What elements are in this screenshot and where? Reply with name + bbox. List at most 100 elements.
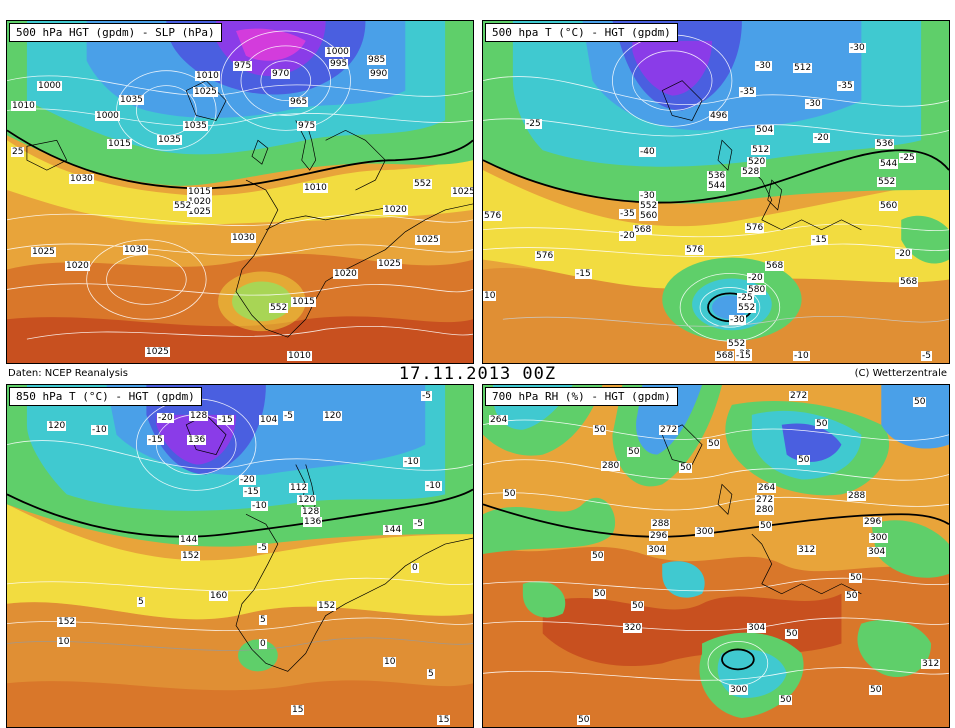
- contour-label: 50: [679, 463, 693, 473]
- contour-label: 552: [639, 201, 659, 211]
- contour-label: -20: [747, 273, 764, 283]
- contour-label: -10: [91, 425, 108, 435]
- contour-label: 50: [913, 397, 927, 407]
- contour-label: 1000: [37, 81, 62, 91]
- contour-label: 128: [301, 507, 321, 517]
- contour-label: 272: [659, 425, 679, 435]
- contour-label: 560: [639, 211, 659, 221]
- contour-label: 300: [869, 533, 889, 543]
- contour-label: 50: [779, 695, 793, 705]
- contour-label: -5: [421, 391, 432, 401]
- contour-label: 50: [627, 447, 641, 457]
- valid-date-label: 17.11.2013 00Z: [398, 364, 557, 384]
- contour-label: 544: [879, 159, 899, 169]
- contour-label: 576: [685, 245, 705, 255]
- map-panel-t500: 500 hpa T (°C) - HGT (gpdm) -30 512 -30 -35…: [482, 20, 950, 364]
- contour-label: 568: [899, 277, 919, 287]
- contour-label: 990: [369, 69, 389, 79]
- contour-label: 50: [869, 685, 883, 695]
- contour-label: -15: [147, 435, 164, 445]
- contour-label: 5: [427, 669, 435, 679]
- contour-label: 580: [747, 285, 767, 295]
- contour-label: 568: [765, 261, 785, 271]
- contour-label: 50: [797, 455, 811, 465]
- contour-label: -30: [805, 99, 822, 109]
- contour-label: 1025: [187, 207, 212, 217]
- contour-label: 1020: [65, 261, 90, 271]
- contour-label: 128: [189, 411, 209, 421]
- map-panel-t850: 850 hPa T (°C) - HGT (gpdm) -20 128 -15 104…: [6, 384, 474, 728]
- contour-label: -5: [413, 519, 424, 529]
- contour-label: 1015: [187, 187, 212, 197]
- contour-label: -20: [239, 475, 256, 485]
- contour-label: -25: [525, 119, 542, 129]
- contour-label: 152: [181, 551, 201, 561]
- contour-label: 1020: [383, 205, 408, 215]
- contour-label: -15: [243, 487, 260, 497]
- contour-label: 152: [57, 617, 77, 627]
- contour-label: -20: [157, 413, 174, 423]
- contour-label: 1020: [333, 269, 358, 279]
- contour-label: 552: [269, 303, 289, 313]
- contour-label: 50: [785, 629, 799, 639]
- contour-label: 50: [815, 419, 829, 429]
- contour-label: 1010: [287, 351, 312, 361]
- contour-label: -30: [755, 61, 772, 71]
- contour-label: 1030: [123, 245, 148, 255]
- contour-label: 1035: [119, 95, 144, 105]
- contour-label: 965: [289, 97, 309, 107]
- contour-label: 50: [759, 521, 773, 531]
- contour-label: 1035: [183, 121, 208, 131]
- contour-label: 5: [137, 597, 145, 607]
- contour-label: 120: [47, 421, 67, 431]
- contour-label: 975: [233, 61, 253, 71]
- contour-label: 1030: [69, 174, 94, 184]
- contour-label: -20: [895, 249, 912, 259]
- contour-label: 1000: [95, 111, 120, 121]
- contour-label: -35: [739, 87, 756, 97]
- panel-title: 500 hpa T (°C) - HGT (gpdm): [485, 23, 678, 42]
- contour-label: -40: [639, 147, 656, 157]
- contour-label: 304: [647, 545, 667, 555]
- contour-label: 1025: [415, 235, 440, 245]
- contour-label: 1015: [291, 297, 316, 307]
- panel-title: 850 hPa T (°C) - HGT (gpdm): [9, 387, 202, 406]
- contour-label: 504: [755, 125, 775, 135]
- contour-label: 136: [303, 517, 323, 527]
- contour-label: 970: [271, 69, 291, 79]
- contour-label: 10: [57, 637, 71, 647]
- contour-label: 50: [631, 601, 645, 611]
- contour-label: 144: [383, 525, 403, 535]
- contour-label: 272: [755, 495, 775, 505]
- contour-label: 512: [793, 63, 813, 73]
- contour-label: 1025: [145, 347, 170, 357]
- contour-label: -15: [811, 235, 828, 245]
- contour-label: 1025: [377, 259, 402, 269]
- contour-label: 50: [845, 591, 859, 601]
- caption-row: Daten: NCEP Reanalysis 17.11.2013 00Z (C…: [0, 364, 955, 384]
- contour-label: 552: [877, 177, 897, 187]
- contour-label: 1010: [303, 183, 328, 193]
- data-source-label: Daten: NCEP Reanalysis: [8, 368, 128, 379]
- contour-label: -10: [793, 351, 810, 361]
- contour-label: 496: [709, 111, 729, 121]
- contour-label: 296: [649, 531, 669, 541]
- contour-label: 1025: [193, 87, 218, 97]
- contour-label: 568: [633, 225, 653, 235]
- contour-label: 312: [921, 659, 941, 669]
- contour-label: 1030: [231, 233, 256, 243]
- panel-title: 500 hPa HGT (gpdm) - SLP (hPa): [9, 23, 222, 42]
- contour-label: -35: [837, 81, 854, 91]
- contour-label: 272: [789, 391, 809, 401]
- contour-label: -30: [639, 191, 656, 201]
- contour-label: 288: [847, 491, 867, 501]
- contour-label: 280: [755, 505, 775, 515]
- contour-label: -20: [619, 231, 636, 241]
- contour-label: 120: [323, 411, 343, 421]
- contour-label: 528: [741, 167, 761, 177]
- contour-label: 320: [623, 623, 643, 633]
- contour-label: 560: [879, 201, 899, 211]
- contour-label: 288: [651, 519, 671, 529]
- contour-label: 25: [11, 147, 25, 157]
- contour-label: -25: [737, 293, 754, 303]
